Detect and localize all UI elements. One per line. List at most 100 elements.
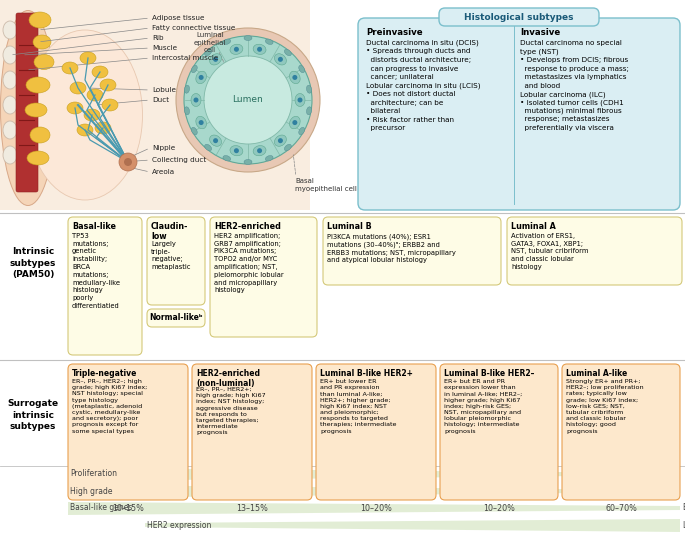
Text: • Spreads through ducts and: • Spreads through ducts and <box>366 49 471 54</box>
Ellipse shape <box>244 35 252 40</box>
Text: Basal-like genes: Basal-like genes <box>70 504 132 512</box>
Ellipse shape <box>3 71 17 89</box>
Text: Duct: Duct <box>152 97 169 103</box>
FancyBboxPatch shape <box>316 364 436 500</box>
Text: Strongly ER+ and PR+;
HER2–; low proliferation
rates; typically low
grade; low K: Strongly ER+ and PR+; HER2–; low prolife… <box>566 379 644 434</box>
Text: • Risk factor rather than: • Risk factor rather than <box>366 116 454 122</box>
Text: 60–70%: 60–70% <box>605 504 637 513</box>
Ellipse shape <box>275 135 286 146</box>
Text: Lobular carcinoma (ILC): Lobular carcinoma (ILC) <box>520 91 606 98</box>
Text: precursor: precursor <box>366 125 406 131</box>
Circle shape <box>204 56 292 144</box>
Ellipse shape <box>295 94 305 106</box>
Text: bilateral: bilateral <box>366 108 400 114</box>
Ellipse shape <box>87 89 103 101</box>
Polygon shape <box>68 468 680 481</box>
Text: Luminal B-like HER2–: Luminal B-like HER2– <box>444 369 534 378</box>
Text: Lumen: Lumen <box>233 95 263 105</box>
Polygon shape <box>68 485 680 498</box>
Text: Luminal B-like HER2+: Luminal B-like HER2+ <box>320 369 413 378</box>
Ellipse shape <box>230 44 243 54</box>
Ellipse shape <box>30 127 50 143</box>
Text: metastasizes via lymphatics: metastasizes via lymphatics <box>520 74 627 80</box>
Text: response; metastasizes: response; metastasizes <box>520 116 610 122</box>
Ellipse shape <box>27 151 49 165</box>
Ellipse shape <box>3 46 17 64</box>
Text: Nipple: Nipple <box>152 145 175 151</box>
Ellipse shape <box>92 66 108 78</box>
Ellipse shape <box>184 85 190 93</box>
Ellipse shape <box>223 156 231 161</box>
Circle shape <box>213 138 218 143</box>
Text: HER2-enriched: HER2-enriched <box>214 222 281 231</box>
Ellipse shape <box>102 99 118 111</box>
Text: type (NST): type (NST) <box>520 49 559 55</box>
Text: and blood: and blood <box>520 83 560 89</box>
Text: Luminal B: Luminal B <box>327 222 372 231</box>
Ellipse shape <box>80 52 96 64</box>
Text: ER+ but ER and PR
expression lower than
in luminal A-like; HER2–;
higher grade; : ER+ but ER and PR expression lower than … <box>444 379 522 434</box>
FancyBboxPatch shape <box>440 364 558 500</box>
Text: Ductal carcinoma no special: Ductal carcinoma no special <box>520 40 622 46</box>
Text: Ductal carcinoma in situ (DCIS): Ductal carcinoma in situ (DCIS) <box>366 40 479 47</box>
Text: Luminal
epithelial
cell: Luminal epithelial cell <box>194 32 226 53</box>
Circle shape <box>297 98 303 102</box>
Text: Basal
myoepithelial cell: Basal myoepithelial cell <box>295 178 357 192</box>
Ellipse shape <box>3 121 17 139</box>
Ellipse shape <box>253 44 266 54</box>
Text: 10–20%: 10–20% <box>483 504 515 513</box>
Text: ER–, PR–, HER2–; high
grade; high Ki67 index;
NST histology; special
type histol: ER–, PR–, HER2–; high grade; high Ki67 i… <box>72 379 147 434</box>
Circle shape <box>213 57 218 62</box>
Text: distorts ductal architecture;: distorts ductal architecture; <box>366 57 471 63</box>
Text: preferentially via viscera: preferentially via viscera <box>520 125 614 131</box>
Circle shape <box>199 75 203 80</box>
Ellipse shape <box>184 107 190 115</box>
Ellipse shape <box>34 54 54 69</box>
Ellipse shape <box>196 71 206 84</box>
Text: Surrogate
intrinsic
subtypes: Surrogate intrinsic subtypes <box>8 399 58 432</box>
Circle shape <box>234 47 239 52</box>
Text: PI3KCA mutations (40%); ESR1
mutations (30–40%)ᵃ; ERBB2 and
ERBB3 mutations; NST: PI3KCA mutations (40%); ESR1 mutations (… <box>327 233 456 263</box>
Text: Claudin-
low: Claudin- low <box>151 222 188 242</box>
FancyBboxPatch shape <box>562 364 680 500</box>
Text: can progress to invasive: can progress to invasive <box>366 65 458 71</box>
FancyBboxPatch shape <box>68 217 142 355</box>
FancyBboxPatch shape <box>210 217 317 337</box>
Text: Muscle: Muscle <box>152 45 177 51</box>
Circle shape <box>234 148 239 153</box>
Text: HER2 expression: HER2 expression <box>147 521 212 530</box>
Circle shape <box>257 148 262 153</box>
Ellipse shape <box>84 109 100 121</box>
Ellipse shape <box>77 124 93 136</box>
FancyBboxPatch shape <box>323 217 501 285</box>
FancyBboxPatch shape <box>68 364 188 500</box>
Ellipse shape <box>29 12 51 28</box>
Text: TP53
mutations;
genetic
instability;
BRCA
mutations;
medullary-like
histology
po: TP53 mutations; genetic instability; BRC… <box>72 233 120 309</box>
Ellipse shape <box>191 94 201 106</box>
Circle shape <box>176 28 320 172</box>
Ellipse shape <box>290 71 300 84</box>
Ellipse shape <box>3 146 17 164</box>
Ellipse shape <box>196 116 206 129</box>
Circle shape <box>199 120 203 125</box>
Polygon shape <box>68 502 680 515</box>
Ellipse shape <box>265 39 273 44</box>
Ellipse shape <box>284 144 291 151</box>
Ellipse shape <box>210 54 221 65</box>
Text: Lobule: Lobule <box>152 87 176 93</box>
Ellipse shape <box>100 79 116 91</box>
Ellipse shape <box>25 103 47 117</box>
Text: Activation of ERS1,
GATA3, FOXA1, XBP1;
NST, tubular cribriform
and classic lobu: Activation of ERS1, GATA3, FOXA1, XBP1; … <box>511 233 588 270</box>
Ellipse shape <box>275 54 286 65</box>
FancyBboxPatch shape <box>192 364 312 500</box>
Text: ER–, PR–, HER2+;
high grade; high Ki67
index; NST histology;
aggressive disease
: ER–, PR–, HER2+; high grade; high Ki67 i… <box>196 387 266 435</box>
Text: Intercostal muscle: Intercostal muscle <box>152 55 219 61</box>
Circle shape <box>119 153 137 171</box>
Ellipse shape <box>290 116 300 129</box>
Text: Normal-likeᵇ: Normal-likeᵇ <box>149 314 203 322</box>
Circle shape <box>124 158 132 166</box>
Circle shape <box>184 36 312 164</box>
Text: 10–20%: 10–20% <box>360 504 392 513</box>
Text: High grade: High grade <box>70 486 112 495</box>
Text: cancer; unilateral: cancer; unilateral <box>366 74 434 80</box>
